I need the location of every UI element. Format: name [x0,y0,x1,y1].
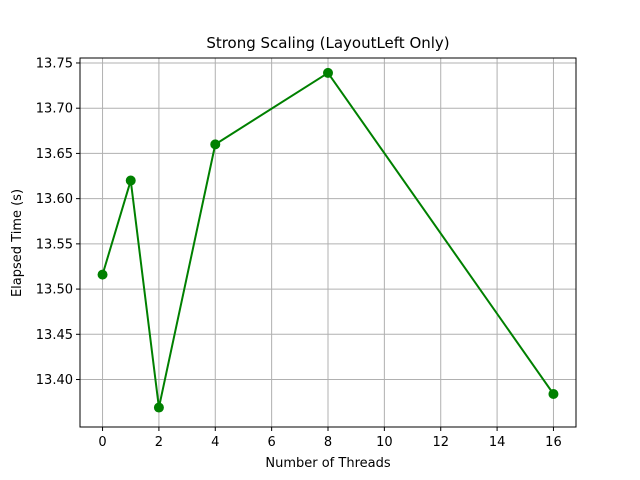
chart-title: Strong Scaling (LayoutLeft Only) [206,34,449,52]
x-tick-label: 0 [98,435,106,450]
x-tick-label: 16 [545,435,562,450]
x-tick-label: 8 [324,435,332,450]
axes: 0 2 4 6 8 10 12 14 16 13.40 13.45 13.50 13.55 13.60 13… [36,56,577,450]
series-layer [97,67,559,413]
y-tick-label: 13.60 [36,192,73,207]
y-axis-label: Elapsed Time (s) [10,189,25,297]
plot-frame [79,57,577,428]
x-tick-label: 2 [155,435,163,450]
y-tick-label: 13.50 [36,283,73,298]
data-point [210,139,221,150]
grid [80,58,576,427]
y-tick-label: 13.75 [36,56,73,71]
y-tick-label: 13.45 [36,328,73,343]
y-tick-label: 13.65 [36,147,73,162]
data-point [548,388,559,399]
x-tick-label: 6 [267,435,275,450]
data-point [97,269,108,280]
x-axis-label: Number of Threads [265,456,390,471]
y-tick-label: 13.40 [36,373,73,388]
series-line [101,71,555,409]
x-tick-label: 4 [211,435,219,450]
x-tick-label: 14 [489,435,506,450]
x-tick-label: 10 [376,435,393,450]
data-point [323,67,333,78]
y-tick-label: 13.55 [36,237,73,252]
data-point [125,175,136,186]
data-point [153,402,164,413]
y-tick-label: 13.70 [36,102,73,117]
x-tick-label: 12 [432,435,449,450]
